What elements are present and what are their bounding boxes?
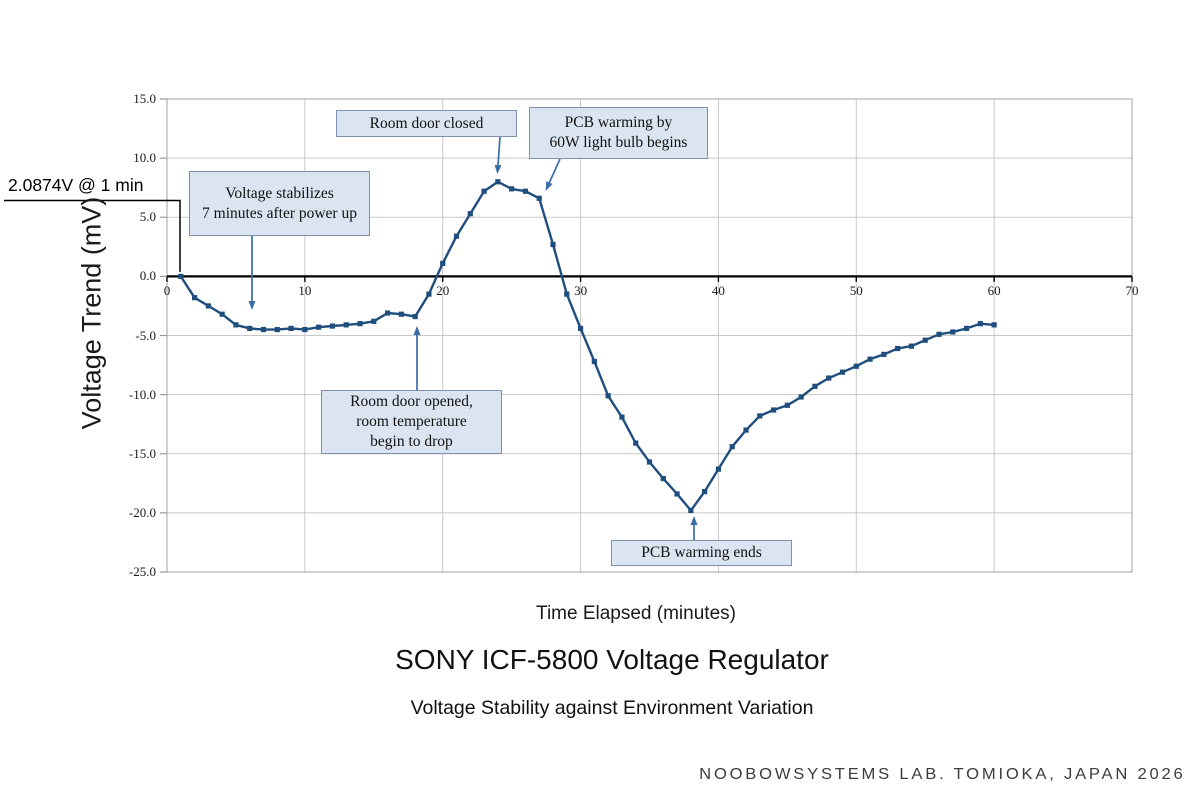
- annotation-voltage-stabilizes: Voltage stabilizes 7 minutes after power…: [189, 171, 370, 236]
- callout-connector-line: [4, 199, 181, 272]
- y-tick-label: -15.0: [128, 445, 156, 461]
- x-tick-label: 70: [1125, 283, 1139, 299]
- y-tick-label: 0.0: [139, 268, 156, 284]
- x-tick-label: 0: [163, 283, 171, 299]
- annotation-arrow-pcb-warming-begins: [545, 158, 561, 191]
- chart-subtitle: Voltage Stability against Environment Va…: [410, 697, 814, 719]
- x-tick-label: 40: [711, 283, 725, 299]
- chart-title: SONY ICF-5800 Voltage Regulator: [395, 644, 829, 675]
- y-tick-label: 15.0: [133, 91, 156, 106]
- x-tick-label: 20: [436, 283, 450, 299]
- y-tick-label: 10.0: [133, 150, 156, 166]
- y-tick-label: 5.0: [139, 209, 156, 225]
- x-tick-label: 10: [298, 283, 312, 299]
- annotation-pcb-warming-ends: PCB warming ends: [611, 540, 792, 566]
- watermark-text: NOOBOWSYSTEMS LAB. TOMIOKA, JAPAN 2026: [699, 766, 1186, 783]
- y-tick-label: -25.0: [128, 564, 156, 579]
- x-tick-label: 30: [574, 283, 588, 299]
- x-axis-title: Time Elapsed (minutes): [536, 603, 736, 624]
- y-tick-label: -20.0: [128, 504, 156, 520]
- annotation-arrows: [248, 136, 698, 540]
- annotation-pcb-warming-begins: PCB warming by 60W light bulb begins: [529, 107, 708, 159]
- x-tick-label: 60: [987, 283, 1001, 299]
- y-axis-title: Voltage Trend (mV): [76, 196, 107, 430]
- gridlines: [166, 98, 1133, 573]
- y-tick-label: -10.0: [128, 386, 156, 402]
- series-markers: [178, 179, 997, 514]
- callout-voltage-at-1min: 2.0874V @ 1 min: [8, 175, 144, 195]
- y-tick-label: -5.0: [135, 327, 156, 343]
- annotation-room-door-opened: Room door opened, room temperature begin…: [321, 390, 502, 454]
- annotation-arrow-room-door-closed: [494, 136, 502, 174]
- annotation-room-door-closed: Room door closed: [336, 110, 517, 137]
- x-axis-zero-line: [160, 98, 1133, 573]
- x-tick-label: 50: [849, 283, 863, 299]
